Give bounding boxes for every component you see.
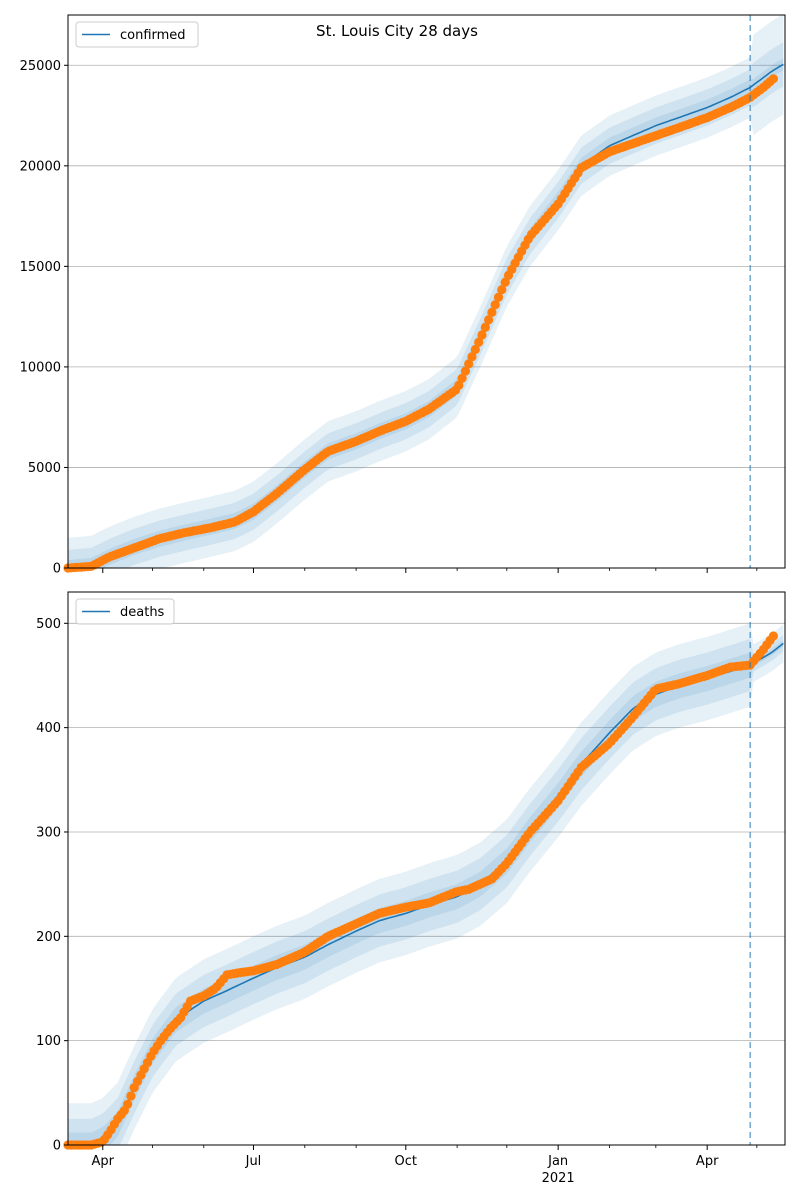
axes-frame — [67, 14, 786, 569]
legend-box — [75, 598, 175, 625]
observed-point — [768, 74, 779, 84]
observed-point — [464, 359, 474, 369]
legend-box — [75, 21, 199, 48]
y-tick-label: 0 — [53, 562, 61, 577]
observed-point — [470, 344, 480, 355]
axes-frame — [67, 591, 786, 1146]
uncertainty-band — [68, 58, 784, 568]
confirmed-panel: 0 5000 10000 15000 20000 25000 confirmed — [20, 14, 786, 577]
y-tick-label: 500 — [36, 617, 61, 632]
observed-point — [493, 292, 504, 302]
x-tick-sublabel: 2021 — [542, 1171, 575, 1186]
legend-label: confirmed — [120, 28, 186, 43]
uncertainty-band — [68, 635, 784, 1145]
y-tick-label: 100 — [36, 1034, 61, 1049]
observed-point — [123, 1099, 133, 1109]
y-tick-label: 15000 — [20, 260, 61, 275]
observed-point — [467, 352, 477, 362]
uncertainty-band — [68, 623, 784, 1145]
y-tick-label: 400 — [36, 721, 61, 736]
observed-point — [457, 373, 467, 383]
observed-point — [474, 337, 484, 347]
observed-point — [500, 277, 510, 287]
observed-point — [126, 1091, 136, 1101]
x-tick-label: Jul — [245, 1154, 262, 1169]
y-tick-label: 20000 — [20, 159, 61, 174]
x-tick-label: Apr — [696, 1154, 719, 1169]
figure-title: St. Louis City 28 days — [316, 22, 478, 40]
legend-label: deaths — [120, 605, 165, 620]
observed-point — [487, 307, 497, 317]
y-tick-label: 25000 — [20, 59, 61, 74]
uncertainty-band — [68, 15, 784, 568]
deaths-panel: 0 100 200 300 400 500 Apr Jul Oct Jan 2021 Apr death… — [36, 591, 786, 1186]
x-tick-label: Oct — [395, 1154, 417, 1169]
x-tick-label: Jan — [547, 1154, 568, 1169]
y-tick-label: 5000 — [28, 461, 61, 476]
observed-point — [497, 285, 507, 295]
observed-point — [477, 330, 487, 340]
observed-point — [460, 366, 470, 376]
y-tick-label: 200 — [36, 930, 61, 945]
y-tick-label: 300 — [36, 825, 61, 840]
x-tick-label: Apr — [92, 1154, 115, 1169]
observed-point — [480, 322, 490, 332]
observed-point — [768, 631, 779, 641]
observed-point — [454, 380, 464, 390]
y-tick-label: 0 — [53, 1139, 61, 1154]
observed-point — [484, 315, 494, 325]
y-tick-label: 10000 — [20, 360, 61, 375]
observed-point — [490, 300, 500, 310]
uncertainty-band — [68, 42, 784, 569]
